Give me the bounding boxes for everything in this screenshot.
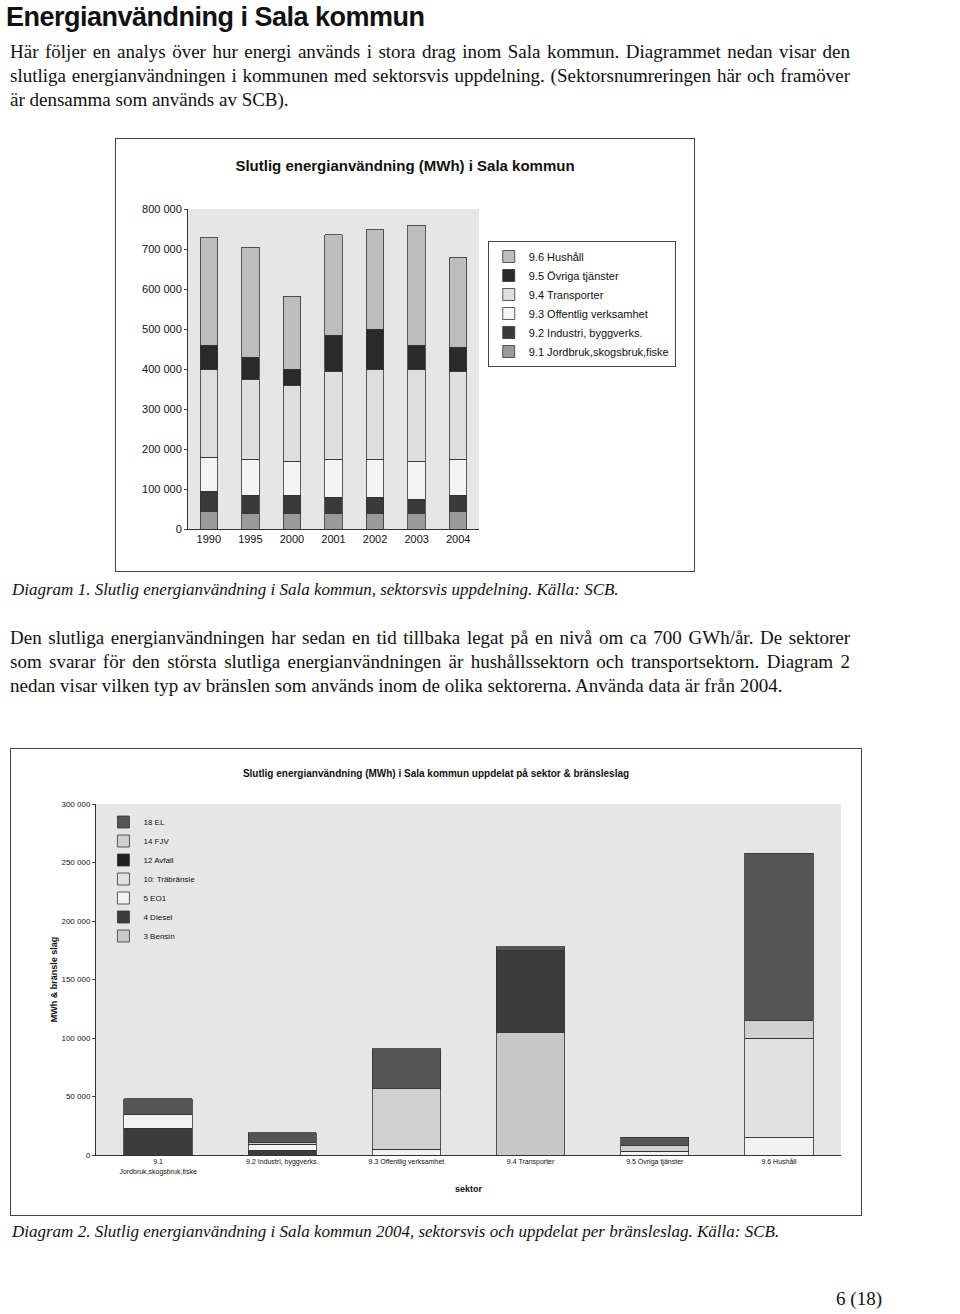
html-text:Energianvändning i Sala kommun: Energianvändning i Sala kommun bbox=[6, 2, 425, 32]
svg-text:9.3 Offentlig verksamhet: 9.3 Offentlig verksamhet bbox=[369, 1158, 445, 1166]
svg-text:100 000: 100 000 bbox=[61, 1034, 90, 1043]
html-text:Diagram 1. Slutlig energianvän: Diagram 1. Slutlig energianvändning i Sa… bbox=[12, 580, 619, 599]
svg-text:9.3 Offentlig verksamhet: 9.3 Offentlig verksamhet bbox=[529, 308, 648, 320]
svg-text:9.1Jordbruk,skogsbruk,fiske: 9.1Jordbruk,skogsbruk,fiske bbox=[119, 1158, 197, 1175]
html-text:Här följer en analys över hur: Här följer en analys över hur energi anv… bbox=[10, 41, 850, 110]
svg-text:Slutlig energianvändning (MWh): Slutlig energianvändning (MWh) i Sala ko… bbox=[235, 157, 574, 174]
svg-text:MWh & bränsle slag: MWh & bränsle slag bbox=[49, 937, 59, 1023]
svg-text:14 FJV: 14 FJV bbox=[143, 837, 169, 846]
html-text:6 (18): 6 (18) bbox=[836, 1288, 882, 1309]
svg-text:0: 0 bbox=[176, 523, 182, 535]
html-text:Den slutliga energianvändninge: Den slutliga energianvändningen har seda… bbox=[10, 627, 850, 696]
svg-text:3 Bensin: 3 Bensin bbox=[143, 932, 174, 941]
svg-text:5 EO1: 5 EO1 bbox=[143, 894, 166, 903]
svg-text:300 000: 300 000 bbox=[142, 403, 182, 415]
svg-text:2003: 2003 bbox=[404, 533, 428, 545]
svg-text:10: Träbränsle: 10: Träbränsle bbox=[143, 875, 195, 884]
svg-text:9.4 Transporter: 9.4 Transporter bbox=[507, 1158, 555, 1166]
svg-text:2002: 2002 bbox=[363, 533, 387, 545]
svg-text:9.6 Hushåll: 9.6 Hushåll bbox=[761, 1158, 796, 1165]
svg-text:400 000: 400 000 bbox=[142, 363, 182, 375]
svg-text:9.4 Transporter: 9.4 Transporter bbox=[529, 289, 604, 301]
svg-text:200 000: 200 000 bbox=[142, 443, 182, 455]
svg-text:Slutlig energianvändning (MWh): Slutlig energianvändning (MWh) i Sala ko… bbox=[243, 768, 629, 779]
svg-text:700 000: 700 000 bbox=[142, 243, 182, 255]
svg-text:300 000: 300 000 bbox=[61, 800, 90, 809]
svg-text:1990: 1990 bbox=[197, 533, 221, 545]
svg-text:12 Avfall: 12 Avfall bbox=[143, 856, 173, 865]
svg-text:0: 0 bbox=[86, 1151, 91, 1160]
svg-text:50 000: 50 000 bbox=[66, 1092, 91, 1101]
svg-text:600 000: 600 000 bbox=[142, 283, 182, 295]
svg-text:9.6 Hushåll: 9.6 Hushåll bbox=[529, 251, 584, 263]
svg-text:250 000: 250 000 bbox=[61, 858, 90, 867]
svg-text:9.1 Jordbruk,skogsbruk,fiske: 9.1 Jordbruk,skogsbruk,fiske bbox=[529, 346, 669, 358]
svg-text:200 000: 200 000 bbox=[61, 917, 90, 926]
svg-text:150 000: 150 000 bbox=[61, 975, 90, 984]
svg-text:2001: 2001 bbox=[321, 533, 345, 545]
svg-text:500 000: 500 000 bbox=[142, 323, 182, 335]
svg-text:9.2 Industri, byggverks.: 9.2 Industri, byggverks. bbox=[529, 327, 643, 339]
svg-text:18 EL: 18 EL bbox=[143, 818, 164, 827]
svg-text:9.5 Övriga tjänster: 9.5 Övriga tjänster bbox=[626, 1158, 684, 1166]
svg-text:1995: 1995 bbox=[238, 533, 262, 545]
svg-text:2000: 2000 bbox=[280, 533, 304, 545]
svg-text:9.5 Övriga tjänster: 9.5 Övriga tjänster bbox=[529, 270, 619, 282]
svg-text:9.2 Industri, byggverks.: 9.2 Industri, byggverks. bbox=[246, 1158, 318, 1166]
html-text:Diagram 2. Slutlig energianvän: Diagram 2. Slutlig energianvändning i Sa… bbox=[12, 1222, 780, 1241]
svg-text:sektor: sektor bbox=[455, 1184, 483, 1194]
svg-text:800 000: 800 000 bbox=[142, 203, 182, 215]
svg-text:2004: 2004 bbox=[446, 533, 470, 545]
svg-text:4 Diesel: 4 Diesel bbox=[143, 913, 172, 922]
svg-text:100 000: 100 000 bbox=[142, 483, 182, 495]
